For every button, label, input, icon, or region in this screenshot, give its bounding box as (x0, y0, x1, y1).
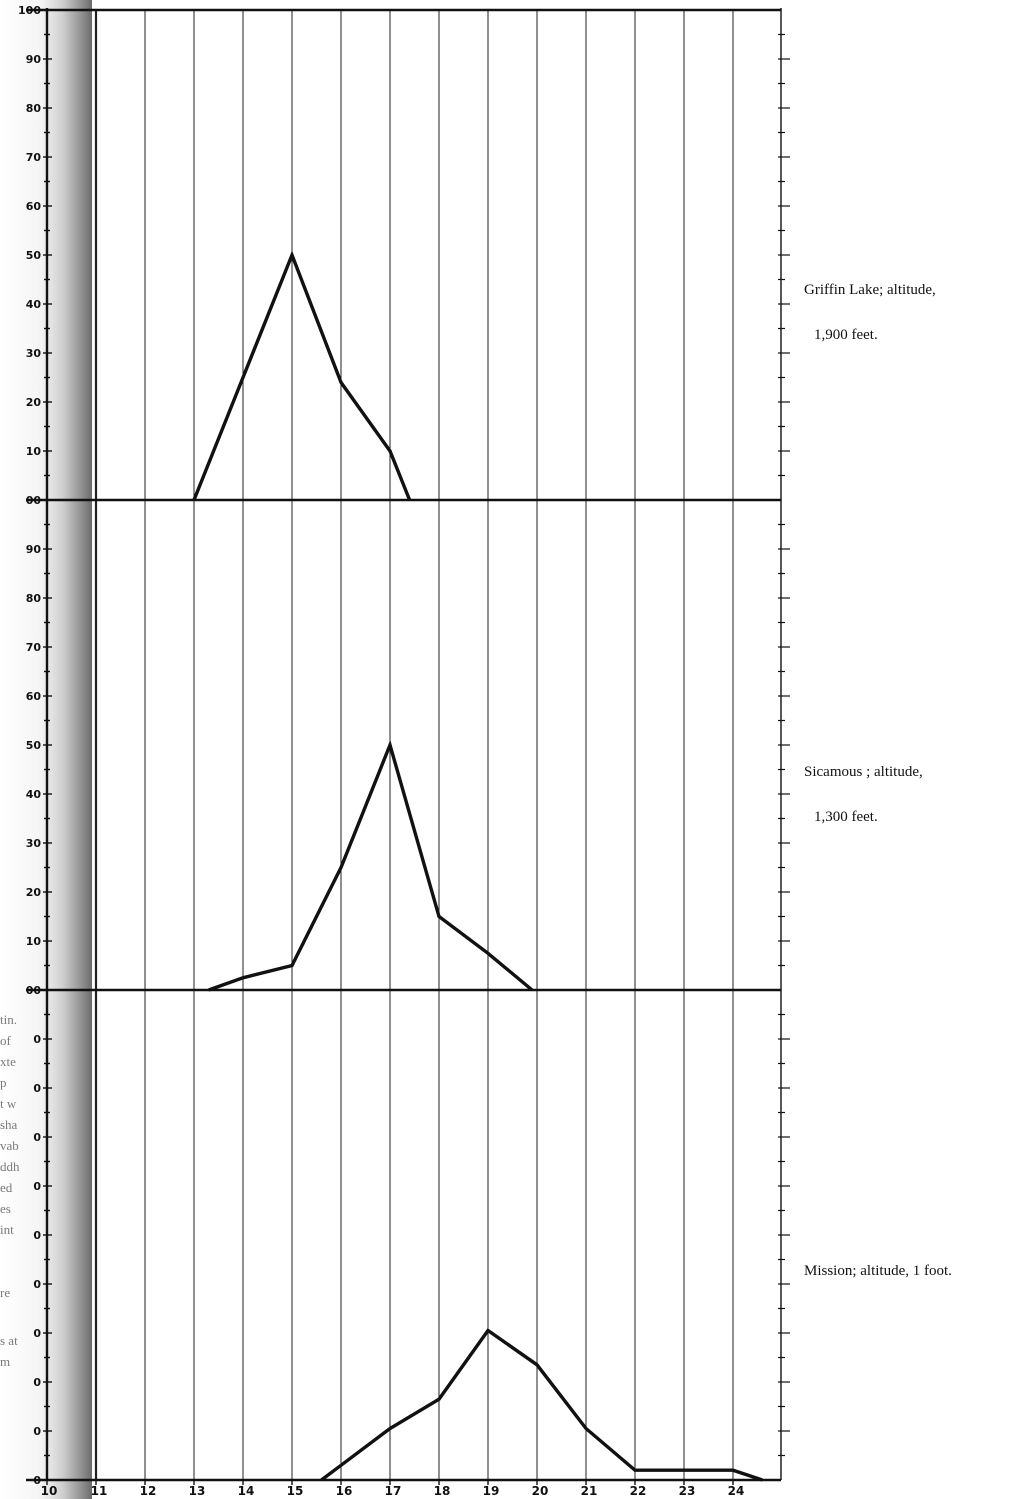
y-tick-label: 0 (33, 1131, 41, 1144)
margin-fragment: t w (0, 1096, 17, 1111)
margin-fragment: sha (0, 1117, 18, 1132)
x-tick-label: 12 (140, 1484, 157, 1498)
x-tick-label: 17 (385, 1484, 402, 1498)
margin-fragment: p (0, 1075, 7, 1090)
x-tick-label: 11 (91, 1484, 108, 1498)
y-tick-label: 0 (33, 1425, 41, 1438)
x-tick-label: 14 (238, 1484, 255, 1498)
margin-fragment: m (0, 1354, 11, 1369)
y-tick-label: 00 (26, 984, 42, 997)
y-tick-label: 80 (26, 592, 42, 605)
margin-fragment: xte (0, 1054, 16, 1069)
y-tick-label: 0 (33, 1229, 41, 1242)
y-tick-label: 40 (26, 788, 42, 801)
data-series-line (320, 1328, 763, 1482)
y-tick-label: 60 (26, 200, 42, 213)
y-tick-label: 0 (33, 1033, 41, 1046)
x-tick-label: 22 (630, 1484, 647, 1498)
y-tick-label: 00 (26, 494, 42, 507)
y-tick-label: 0 (33, 1082, 41, 1095)
margin-fragment: re (0, 1285, 11, 1300)
margin-fragment: es (0, 1201, 11, 1216)
y-tick-label: 0 (33, 1180, 41, 1193)
x-tick-label: 19 (483, 1484, 500, 1498)
x-tick-label: 16 (336, 1484, 353, 1498)
y-tick-label: 60 (26, 690, 42, 703)
y-tick-label: 70 (26, 151, 42, 164)
y-tick-label: 10 (26, 935, 42, 948)
y-tick-label: 20 (26, 396, 42, 409)
margin-fragment: of (0, 1033, 11, 1048)
chart-panel-3: 0 0 0 0 0 0 0 0 0 0 (33, 1013, 790, 1487)
x-tick-label: 13 (189, 1484, 206, 1498)
margin-fragment: int (0, 1222, 14, 1237)
x-tick-label: 20 (532, 1484, 549, 1498)
x-tick-label: 15 (287, 1484, 304, 1498)
y-tick-label: 50 (26, 249, 42, 262)
chart-panel-2: 90 80 70 60 50 40 30 20 10 00 (26, 523, 790, 997)
panel-label-line: Mission; altitude, 1 foot. (804, 1263, 952, 1279)
y-tick-label: 90 (26, 543, 42, 556)
data-series-line (208, 739, 534, 992)
margin-fragment: ddh (0, 1159, 20, 1174)
y-tick-label: 80 (26, 102, 42, 115)
panel-label-line: 1,900 feet. (814, 327, 878, 343)
y-tick-label: 30 (26, 347, 42, 360)
y-tick-label: 0 (33, 1327, 41, 1340)
panel-label-sicamous: Sicamous ; altitude, 1,300 feet. (804, 735, 923, 855)
chart-panel-1: 100 90 80 70 60 50 40 30 20 10 00 (18, 4, 790, 507)
y-tick-label: 40 (26, 298, 42, 311)
panel-label-line: Griffin Lake; altitude, (804, 282, 936, 298)
margin-fragment: tin. (0, 1012, 17, 1027)
y-tick-label: 0 (33, 1278, 41, 1291)
margin-fragment: vab (0, 1138, 19, 1153)
y-tick-label: 50 (26, 739, 42, 752)
data-series-line (192, 250, 412, 501)
y-tick-label: 0 (33, 1376, 41, 1389)
margin-fragment: ed (0, 1180, 13, 1195)
y-tick-label: 90 (26, 53, 42, 66)
margin-text-fragments: tin. of xte p t w sha vab ddh ed es int … (0, 0, 40, 1499)
x-tick-label: 18 (434, 1484, 451, 1498)
y-tick-label: 20 (26, 886, 42, 899)
panel-label-griffin-lake: Griffin Lake; altitude, 1,900 feet. (804, 253, 936, 373)
x-tick-label: 23 (679, 1484, 696, 1498)
y-tick-label: 70 (26, 641, 42, 654)
panel-label-line: 1,300 feet. (814, 809, 878, 825)
x-tick-label: 24 (728, 1484, 745, 1498)
panel-label-line: Sicamous ; altitude, (804, 764, 923, 780)
y-tick-label: 30 (26, 837, 42, 850)
y-tick-label: 10 (26, 445, 42, 458)
y-tick-label: 100 (18, 4, 41, 17)
y-tick-label: 0 (33, 1474, 41, 1487)
x-tick-label: 21 (581, 1484, 598, 1498)
margin-fragment: s at (0, 1333, 18, 1348)
panel-label-mission: Mission; altitude, 1 foot. (804, 1234, 952, 1309)
x-tick-label: 10 (41, 1484, 58, 1498)
